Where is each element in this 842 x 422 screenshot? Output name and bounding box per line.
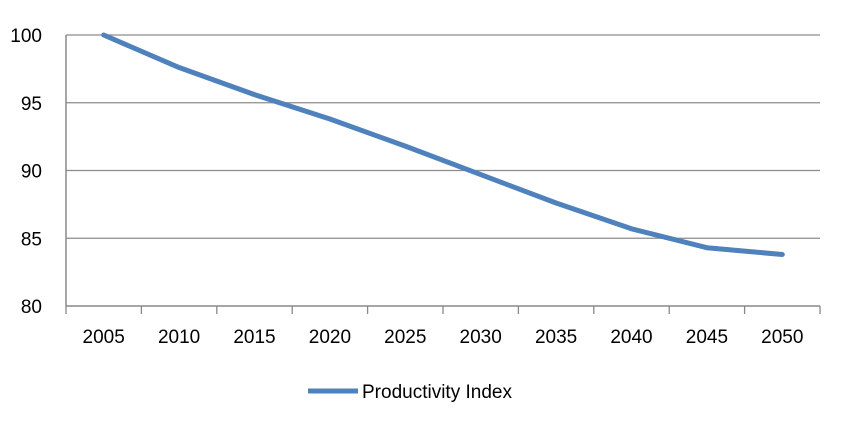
x-tick-label: 2015 (233, 327, 275, 348)
y-tick-label: 90 (21, 162, 42, 183)
y-tick-label: 85 (21, 229, 42, 250)
x-tick-label: 2040 (610, 327, 652, 348)
series-layer (101, 32, 785, 258)
x-tick-label: 2005 (83, 327, 125, 348)
legend: Productivity Index (308, 382, 512, 403)
x-tick-label: 2025 (384, 327, 426, 348)
x-tick-label: 2020 (309, 327, 351, 348)
x-tick-label: 2030 (460, 327, 502, 348)
x-tick-label: 2035 (535, 327, 577, 348)
y-tick-label: 95 (21, 94, 42, 115)
series-line (101, 32, 785, 258)
x-axis-ticks (65, 306, 821, 314)
legend-label: Productivity Index (362, 382, 512, 403)
y-tick-label: 80 (21, 297, 42, 318)
x-tick-label: 2010 (158, 327, 200, 348)
y-tick-label: 100 (10, 26, 42, 47)
gridlines (66, 34, 820, 239)
x-axis-tick-labels: 2005 2010 2015 2020 2025 2030 2035 2040 2045 2050 (83, 327, 804, 348)
x-tick-label: 2045 (686, 327, 728, 348)
y-axis-tick-labels: 80 85 90 95 100 (10, 26, 42, 318)
x-tick-label: 2050 (761, 327, 803, 348)
